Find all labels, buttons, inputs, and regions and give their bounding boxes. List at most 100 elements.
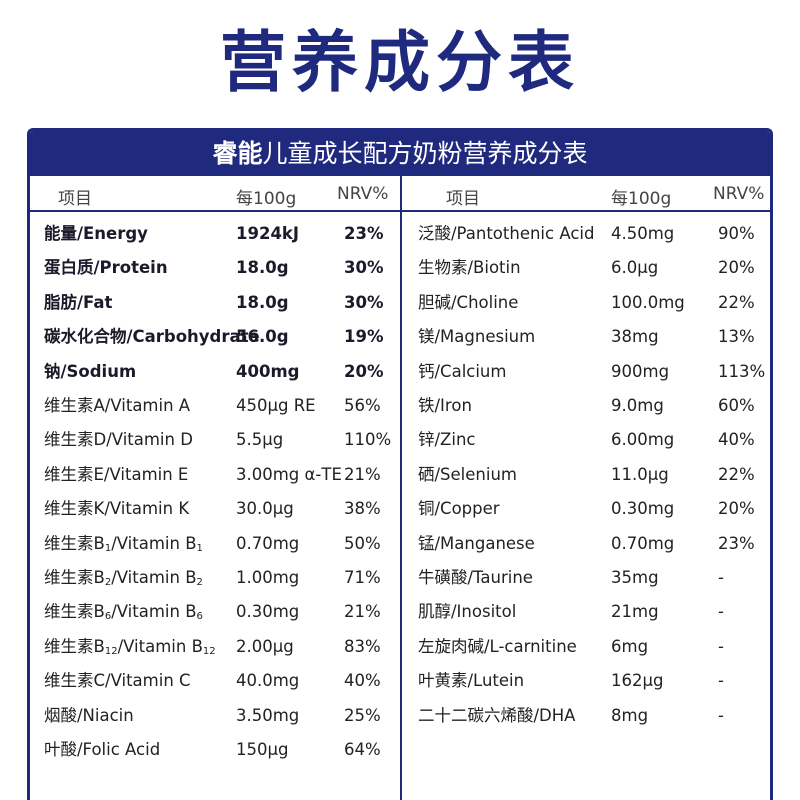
nutrient-name: 烟酸/Niacin <box>44 705 134 725</box>
nutrient-value: 38mg <box>611 327 659 347</box>
nutrient-name: 铜/Copper <box>418 499 500 519</box>
nutrient-value: 2.00μg <box>236 636 294 656</box>
nutrient-nrv: 20% <box>718 258 755 278</box>
table-row: 牛磺酸/Taurine 35mg - <box>30 561 770 595</box>
header-per100g-right: 每100g <box>611 189 672 209</box>
nutrient-nrv: - <box>718 636 724 656</box>
nutrient-value: 21mg <box>611 602 659 622</box>
nutrient-name: 维生素B6/Vitamin B6 <box>44 602 203 623</box>
nutrient-name: 左旋肉碱/L-carnitine <box>418 636 577 656</box>
nutrient-name: 铁/Iron <box>418 396 472 415</box>
brand-name: 睿能 <box>212 139 263 168</box>
nutrient-name: 生物素/Biotin <box>418 258 521 278</box>
nutrient-nrv: 25% <box>344 705 381 725</box>
nutrient-value: 40.0mg <box>236 671 300 691</box>
nutrient-nrv: 21% <box>344 464 381 484</box>
nutrient-name: 维生素K/Vitamin K <box>44 499 190 519</box>
table-row: 肌醇/Inositol 21mg - <box>30 595 770 629</box>
nutrient-value: 900mg <box>611 361 670 381</box>
table-row: 维生素C/Vitamin C 40.0mg 40% <box>30 664 770 698</box>
nutrient-value: 1.00mg <box>236 568 300 587</box>
nutrient-name: 泛酸/Pantothenic Acid <box>418 224 595 243</box>
nutrient-name: 维生素D/Vitamin D <box>44 430 193 450</box>
nutrient-nrv: 23% <box>718 533 755 553</box>
table-row: 锰/Manganese 0.70mg 23% <box>30 527 770 561</box>
nutrient-value: 150μg <box>236 740 289 759</box>
nutrient-value: 0.30mg <box>236 602 300 622</box>
table-row: 维生素B12/Vitamin B12 2.00μg 83% <box>30 630 770 664</box>
nutrient-name: 二十二碳六烯酸/DHA <box>418 705 576 725</box>
header-nrv-left: NRV% <box>337 184 389 204</box>
nutrient-name: 维生素E/Vitamin E <box>44 464 189 484</box>
nutrient-name: 能量/Energy <box>44 224 148 243</box>
nutrient-value: 11.0μg <box>611 464 669 484</box>
nutrient-value: 8mg <box>611 705 649 725</box>
nutrient-nrv: - <box>718 602 724 622</box>
nutrient-name: 维生素C/Vitamin C <box>44 671 191 691</box>
table-row: 锌/Zinc 6.00mg 40% <box>30 423 770 457</box>
nutrient-nrv: 21% <box>344 602 381 622</box>
table-row: 脂肪/Fat 18.0g 30% <box>30 286 770 320</box>
nutrient-nrv: 83% <box>344 636 381 656</box>
page-title: 营养成分表 <box>220 24 580 101</box>
nutrient-value: 5.5μg <box>236 430 284 450</box>
table-banner: 睿能儿童成长配方奶粉营养成分表 <box>30 131 770 176</box>
nutrient-nrv: 64% <box>344 740 381 759</box>
table-row: 铁/Iron 9.0mg 60% <box>30 389 770 423</box>
nutrient-name: 维生素B12/Vitamin B12 <box>44 636 216 657</box>
table-row: 能量/Energy 1924kJ 23% <box>30 217 770 251</box>
table-row: 生物素/Biotin 6.0μg 20% <box>30 251 770 285</box>
table-row: 胆碱/Choline 100.0mg 22% <box>30 286 770 320</box>
nutrient-nrv: 38% <box>344 499 381 519</box>
nutrient-name: 脂肪/Fat <box>44 292 113 312</box>
nutrient-name: 锰/Manganese <box>418 533 535 553</box>
header-nrv-right: NRV% <box>713 184 765 204</box>
nutrient-name: 叶酸/Folic Acid <box>44 740 161 759</box>
nutrient-nrv: - <box>718 671 724 691</box>
nutrient-nrv: 22% <box>718 292 755 312</box>
nutrient-value: 6mg <box>611 636 649 656</box>
nutrient-name: 硒/Selenium <box>418 464 517 484</box>
nutrient-nrv: 40% <box>344 671 381 691</box>
table-subtitle: 儿童成长配方奶粉营养成分表 <box>262 139 588 168</box>
nutrient-name: 蛋白质/Protein <box>44 258 168 278</box>
nutrient-nrv: 113% <box>718 361 766 381</box>
nutrient-nrv: 20% <box>718 499 755 519</box>
nutrient-value: 18.0g <box>236 258 289 278</box>
nutrient-nrv: 19% <box>344 327 384 347</box>
table-row: 维生素B1/Vitamin B1 0.70mg 50% <box>30 527 770 561</box>
table-row: 二十二碳六烯酸/DHA 8mg - <box>30 699 770 733</box>
header-per100g-left: 每100g <box>236 189 297 209</box>
column-divider <box>400 176 402 800</box>
table-row: 铜/Copper 0.30mg 20% <box>30 492 770 526</box>
nutrient-name: 镁/Magnesium <box>418 327 536 347</box>
table-row: 左旋肉碱/L-carnitine 6mg - <box>30 630 770 664</box>
nutrient-nrv: 110% <box>344 430 392 450</box>
nutrient-value: 6.00mg <box>611 430 675 450</box>
table-row: 维生素D/Vitamin D 5.5μg 110% <box>30 423 770 457</box>
nutrient-value: 9.0mg <box>611 396 664 415</box>
nutrient-name: 锌/Zinc <box>418 430 476 450</box>
table-row: 硒/Selenium 11.0μg 22% <box>30 458 770 492</box>
header-item-right: 项目 <box>446 189 480 209</box>
nutrient-value: 100.0mg <box>611 292 685 312</box>
nutrient-value: 162μg <box>611 671 664 691</box>
table-row: 维生素A/Vitamin A 450μg RE 56% <box>30 389 770 423</box>
nutrient-name: 牛磺酸/Taurine <box>418 568 533 587</box>
nutrient-nrv: - <box>718 568 724 587</box>
nutrient-value: 4.50mg <box>611 224 675 243</box>
header-item-left: 项目 <box>58 189 92 209</box>
nutrient-nrv: 30% <box>344 292 384 312</box>
nutrient-value: 6.0μg <box>611 258 659 278</box>
table-row: 泛酸/Pantothenic Acid 4.50mg 90% <box>30 217 770 251</box>
nutrient-name: 维生素B1/Vitamin B1 <box>44 533 203 554</box>
table-row: 钙/Calcium 900mg 113% <box>30 355 770 389</box>
nutrient-value: 35mg <box>611 568 659 587</box>
nutrient-nrv: 23% <box>344 224 384 243</box>
table-row: 碳水化合物/Carbohydrate 56.0g 19% <box>30 320 770 354</box>
nutrient-name: 叶黄素/Lutein <box>418 671 525 691</box>
table-row: 维生素E/Vitamin E 3.00mg α-TE 21% <box>30 458 770 492</box>
table-row: 维生素B2/Vitamin B2 1.00mg 71% <box>30 561 770 595</box>
nutrient-value: 0.70mg <box>611 533 675 553</box>
table-row: 维生素B6/Vitamin B6 0.30mg 21% <box>30 595 770 629</box>
